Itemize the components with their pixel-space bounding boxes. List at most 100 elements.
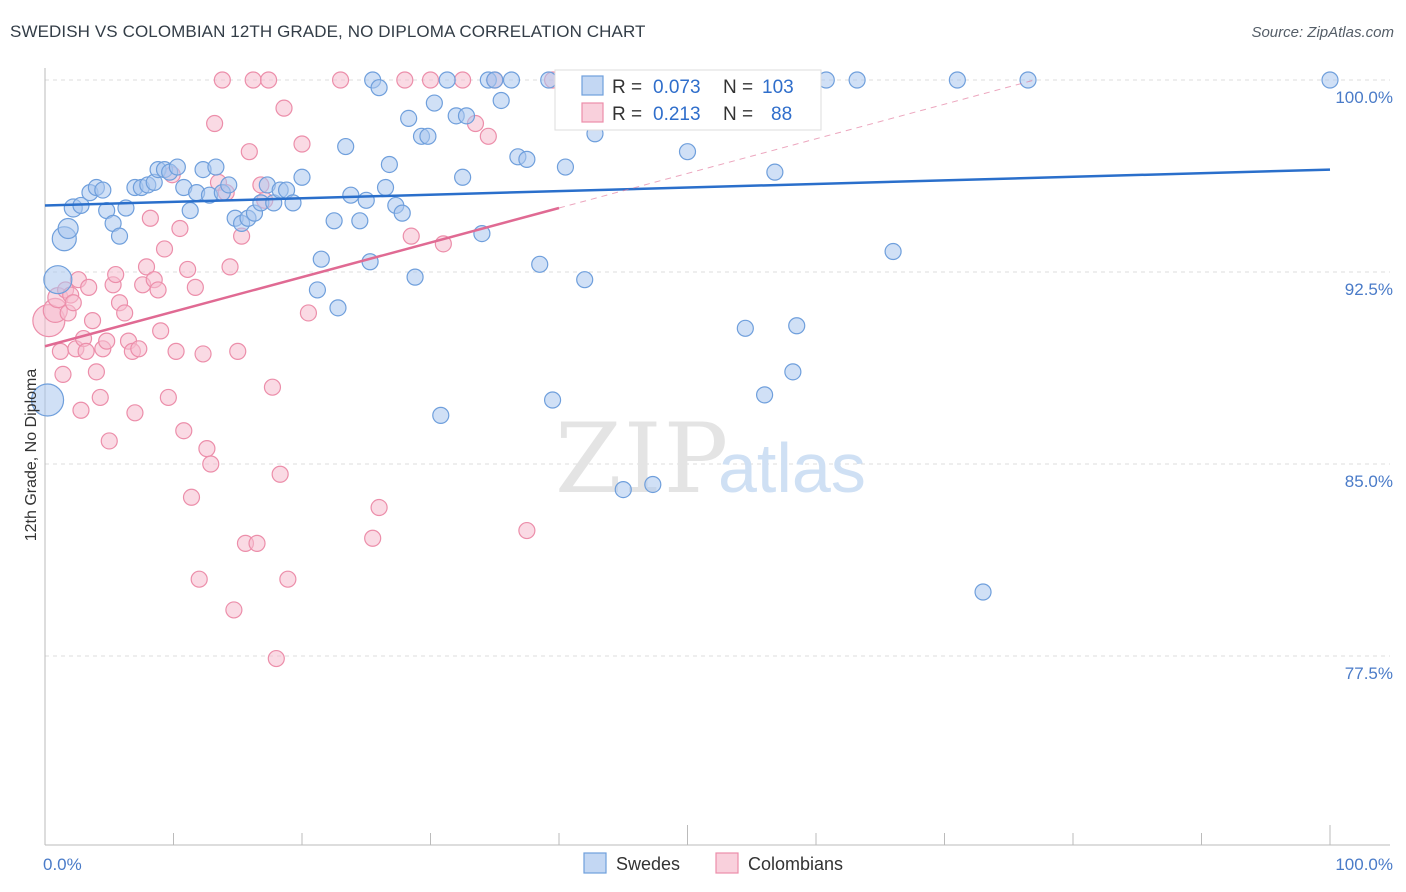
swedes-point-74 [543, 391, 562, 409]
colombians-point-81 [518, 521, 536, 540]
colombians-point-79 [479, 127, 497, 145]
colombians-point-73 [396, 71, 414, 89]
swedes-point-8 [94, 181, 112, 199]
swedes-point-42 [325, 212, 343, 230]
legend-n-value-swedes: 103 [762, 77, 794, 98]
colombians-point-36 [159, 388, 177, 407]
colombians-trend-extension [558, 79, 1035, 209]
legend-n-value-colombians: 88 [771, 104, 792, 125]
colombians-point-53 [225, 601, 243, 619]
colombians-trend-line [44, 206, 560, 348]
colombians-point-59 [248, 534, 266, 552]
colombians-point-58 [244, 71, 262, 89]
colombians-point-68 [293, 135, 311, 153]
x-tick-label-1: 100.0% [1335, 855, 1393, 874]
swedes-point-99 [1321, 71, 1339, 89]
swedes-point-68 [492, 91, 510, 110]
colombians-point-28 [130, 340, 148, 358]
legend-r-value-swedes: 0.073 [653, 77, 701, 98]
colombians-point-63 [263, 378, 282, 396]
watermark-zip: ZIP [555, 403, 730, 515]
colombians-point-45 [194, 345, 212, 363]
swedes-point-85 [678, 143, 697, 161]
colombians-point-34 [152, 322, 170, 340]
colombians-point-42 [182, 488, 201, 506]
colombians-point-24 [116, 304, 134, 322]
colombians-point-17 [91, 388, 109, 407]
swedes-point-39 [293, 168, 311, 186]
swedes-point-95 [884, 242, 902, 261]
legend: R = 0.073 N = 103 R = 0.213 N = 88 [554, 69, 822, 131]
colombians-point-43 [186, 278, 204, 296]
colombians-point-3 [51, 342, 70, 360]
legend-n-label-colombians: N = [723, 104, 753, 125]
colombians-point-77 [454, 71, 472, 89]
series-swedes [30, 71, 1339, 601]
swedes-point-26 [207, 158, 225, 176]
chart-title: SWEDISH VS COLOMBIAN 12TH GRADE, NO DIPL… [10, 22, 646, 41]
swedes-point-88 [755, 386, 774, 404]
swedes-point-54 [393, 204, 411, 222]
colombians-point-22 [107, 265, 125, 284]
swedes-point-72 [531, 255, 549, 273]
legend-n-label-swedes: N = [723, 77, 753, 98]
colombians-point-75 [421, 71, 440, 89]
colombians-point-47 [202, 455, 220, 473]
colombians-point-70 [331, 71, 350, 89]
swedes-point-45 [342, 186, 360, 204]
swedes-point-92 [788, 317, 806, 335]
bottom-legend-swedes: Swedes [616, 854, 680, 874]
swedes-point-51 [376, 178, 395, 197]
swedes-trend-line [44, 168, 1331, 207]
colombians-point-33 [149, 281, 167, 299]
swedes-point-90 [766, 163, 784, 181]
swedes-point-87 [736, 319, 754, 337]
swedes-point-67 [486, 71, 504, 89]
colombians-point-46 [198, 440, 216, 458]
legend-r-label-colombians: R = [612, 104, 642, 125]
colombians-point-48 [206, 114, 224, 133]
swedes-point-50 [370, 79, 388, 97]
colombians-point-54 [229, 342, 247, 360]
colombians-point-4 [54, 365, 72, 383]
y-tick-label-0: 77.5% [1345, 664, 1393, 683]
swedes-point-56 [406, 268, 424, 286]
watermark: ZIP atlas [555, 403, 866, 515]
swedes-point-55 [400, 109, 418, 128]
tick-labels: 77.5% 85.0% 92.5% 100.0% 0.0% 100.0% [43, 88, 1393, 874]
swedes-point-11 [110, 227, 129, 245]
bottom-legend-swatch-swedes [583, 852, 607, 874]
colombians-point-74 [402, 227, 420, 245]
colombians-point-71 [364, 529, 382, 547]
colombians-point-30 [137, 258, 156, 276]
colombians-point-52 [221, 258, 239, 276]
colombians-point-11 [72, 401, 90, 419]
colombians-point-14 [80, 278, 98, 296]
colombians-point-64 [267, 649, 285, 668]
colombians-point-8 [64, 294, 82, 312]
swedes-point-46 [351, 212, 369, 230]
swedes-point-43 [329, 299, 347, 317]
swedes-point-3 [57, 217, 79, 240]
colombians-point-66 [275, 99, 293, 117]
colombians-point-27 [126, 404, 144, 422]
colombians-point-65 [271, 465, 289, 483]
swedes-point-60 [432, 406, 450, 424]
bottom-legend: Swedes Colombians [583, 852, 843, 874]
swedes-point-75 [556, 158, 575, 176]
swedes-point-28 [220, 176, 238, 194]
swedes-point-0 [30, 383, 65, 417]
swedes-point-58 [419, 127, 437, 145]
swedes-point-63 [454, 168, 472, 186]
colombians-point-62 [259, 71, 278, 89]
swedes-point-20 [168, 158, 186, 176]
swedes-point-71 [518, 150, 536, 168]
colombians-point-72 [370, 498, 388, 517]
x-tick-label-0: 0.0% [43, 855, 82, 874]
y-tick-label-2: 92.5% [1345, 280, 1393, 299]
legend-r-value-colombians: 0.213 [653, 104, 701, 125]
swedes-point-40 [312, 250, 330, 268]
axes [44, 68, 1390, 846]
colombians-point-50 [213, 71, 231, 89]
